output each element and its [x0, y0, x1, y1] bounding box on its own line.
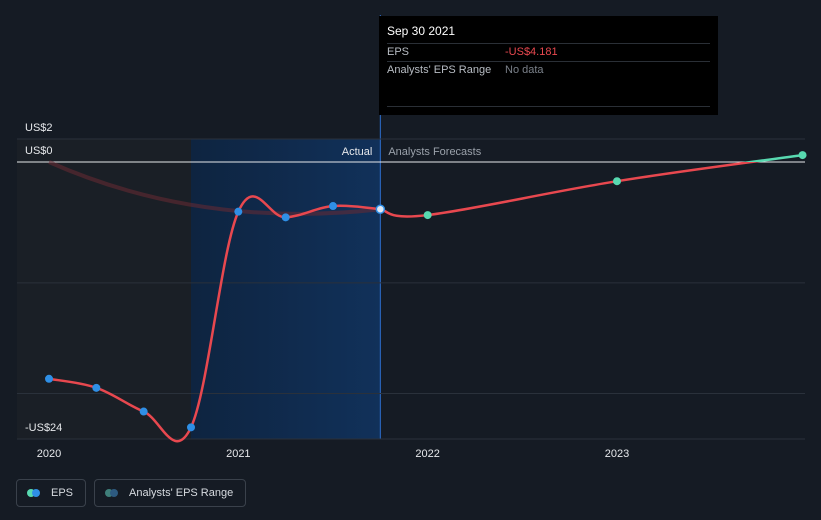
eps-forecast-line	[380, 162, 761, 218]
eps-forecast-point[interactable]	[798, 151, 807, 160]
actual-highlight-band	[190, 139, 381, 439]
tooltip-eps-label: EPS	[387, 46, 410, 58]
forecast-region-label: Analysts Forecasts	[388, 146, 481, 158]
eps-actual-point[interactable]	[45, 374, 53, 383]
tooltip-date: Sep 30 2021	[387, 24, 456, 38]
tooltip-range-label: Analysts' EPS Range	[387, 64, 492, 76]
past-period-band	[17, 139, 191, 439]
eps-actual-line	[48, 195, 381, 443]
x-axis-tick-label: 2020	[37, 448, 61, 460]
eps-legend-icon	[27, 489, 43, 497]
tooltip-eps-value: -US$4.181	[505, 46, 558, 58]
legend-eps-button[interactable]: EPS	[16, 479, 87, 507]
y-axis-label: -US$24	[25, 422, 62, 434]
analysts-range-trail	[48, 160, 381, 216]
actual-region-label: Actual	[342, 146, 373, 158]
eps-forecast-point[interactable]	[612, 177, 621, 186]
x-axis-tick-label: 2021	[226, 448, 250, 460]
chart-legend: EPS Analysts' EPS Range	[16, 479, 247, 507]
eps-actual-point[interactable]	[281, 213, 290, 222]
tooltip-divider	[387, 106, 710, 107]
hover-tooltip: Sep 30 2021 EPS -US$4.181 Analysts' EPS …	[379, 16, 718, 115]
eps-actual-point[interactable]	[186, 423, 195, 432]
eps-actual-point[interactable]	[328, 202, 337, 211]
legend-range-label: Analysts' EPS Range	[129, 487, 234, 499]
eps-actual-point[interactable]	[92, 383, 101, 392]
y-axis-label: US$2	[25, 122, 53, 134]
tooltip-range-row: Analysts' EPS Range No data	[387, 61, 710, 79]
eps-forecast-point[interactable]	[423, 211, 432, 220]
y-axis-label: US$0	[25, 145, 53, 157]
eps-actual-point[interactable]	[234, 207, 243, 216]
tooltip-range-value: No data	[505, 64, 544, 76]
eps-actual-point[interactable]	[139, 407, 148, 416]
x-axis-tick-label: 2023	[605, 448, 629, 460]
eps-current-point[interactable]	[375, 204, 386, 214]
legend-eps-label: EPS	[51, 487, 74, 499]
legend-range-button[interactable]: Analysts' EPS Range	[94, 479, 247, 507]
x-axis-tick-label: 2022	[415, 448, 439, 460]
range-legend-icon	[105, 489, 121, 497]
tooltip-eps-row: EPS -US$4.181	[387, 43, 710, 61]
